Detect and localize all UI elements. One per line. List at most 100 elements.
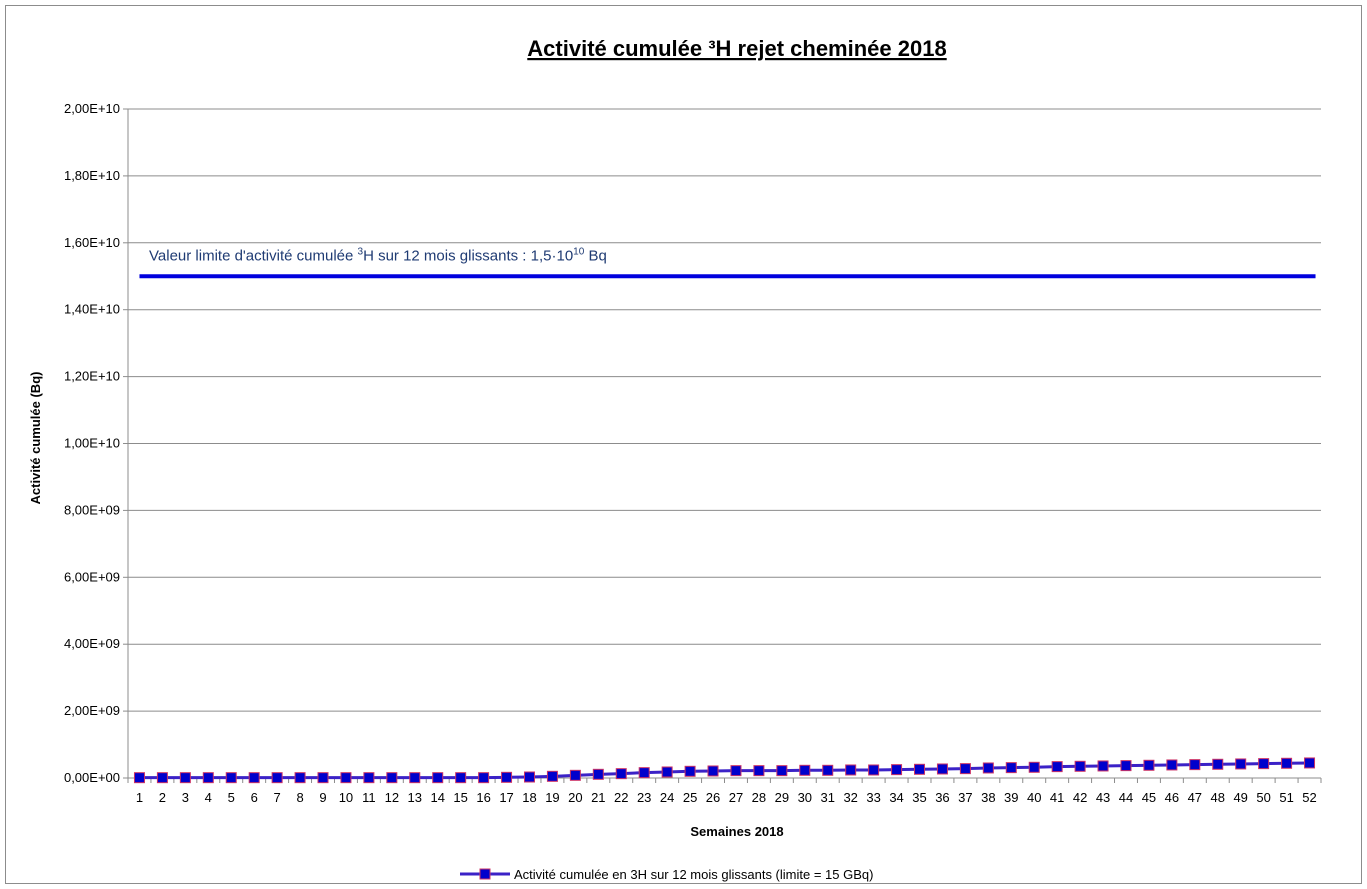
data-point [868,764,880,776]
series-line [139,761,1310,780]
y-tick-label: 1,80E+10 [64,168,120,183]
data-point [959,763,971,775]
data-point [638,767,650,779]
x-tick-label: 46 [1165,790,1179,805]
legend-label: Activité cumulée en 3H sur 12 mois gliss… [514,867,873,882]
x-tick-label: 11 [362,790,376,805]
data-point [386,772,398,784]
data-point [317,772,329,784]
x-tick-label: 32 [843,790,857,805]
data-point [546,770,558,782]
data-point [1189,759,1201,771]
data-point [501,771,513,783]
data-point [936,763,948,775]
data-point [478,772,490,784]
data-point [914,763,926,775]
x-tick-label: 21 [591,790,605,805]
x-tick-label: 39 [1004,790,1018,805]
x-tick-label: 27 [729,790,743,805]
grid [123,108,1322,783]
data-point [294,772,306,784]
x-tick-label: 20 [568,790,582,805]
data-point [156,772,168,784]
data-point [730,765,742,777]
x-tick-label: 28 [752,790,766,805]
data-point [202,772,214,784]
x-tick-label: 41 [1050,790,1064,805]
chart-frame [5,5,1362,884]
data-point [179,772,191,784]
x-tick-label: 29 [775,790,789,805]
x-axis-title: Semaines 2018 [690,824,783,839]
y-tick-label: 0,00E+00 [64,770,120,785]
x-tick-label: 47 [1188,790,1202,805]
y-tick-label: 1,40E+10 [64,302,120,317]
x-tick-label: 36 [935,790,949,805]
y-tick-label: 1,00E+10 [64,436,120,451]
data-point [1074,760,1086,772]
x-tick-label: 12 [385,790,399,805]
data-point [569,769,581,781]
x-tick-label: 48 [1211,790,1225,805]
data-point [1005,762,1017,774]
data-point [1051,761,1063,773]
x-tick-label: 6 [251,790,258,805]
y-tick-label: 1,20E+10 [64,369,120,384]
limit-line-group: Valeur limite d'activité cumulée 3H sur … [139,246,1316,279]
x-tick-label: 17 [499,790,513,805]
data-point [1143,759,1155,771]
x-tick-label: 15 [453,790,467,805]
x-tick-label: 50 [1256,790,1270,805]
x-tick-label: 18 [522,790,536,805]
data-point [363,772,375,784]
x-tick-label: 49 [1233,790,1247,805]
x-tick-label: 26 [706,790,720,805]
chart-title: Activité cumulée ³H rejet cheminée 2018 [527,36,946,61]
data-point [432,772,444,784]
y-tick-label: 8,00E+09 [64,502,120,517]
y-tick-label: 2,00E+09 [64,703,120,718]
x-tick-label: 5 [228,790,235,805]
x-tick-label: 52 [1302,790,1316,805]
data-point [592,768,604,780]
data-point [684,765,696,777]
x-tick-label: 24 [660,790,674,805]
x-tick-label: 25 [683,790,697,805]
x-tick-label: 22 [614,790,628,805]
x-tick-label: 40 [1027,790,1041,805]
data-point [1120,760,1132,772]
x-tick-label: 4 [205,790,212,805]
y-tick-label: 2,00E+10 [64,101,120,116]
y-tick-label: 1,60E+10 [64,235,120,250]
data-point [340,772,352,784]
data-point [1304,757,1316,769]
x-tick-label: 45 [1142,790,1156,805]
x-tick-label: 42 [1073,790,1087,805]
legend: Activité cumulée en 3H sur 12 mois gliss… [460,867,873,882]
data-point [455,772,467,784]
x-tick-label: 9 [319,790,326,805]
x-tick-label: 34 [889,790,903,805]
data-point [799,764,811,776]
data-point [1258,758,1270,770]
series-group [133,757,1316,784]
data-point [271,772,283,784]
data-point [615,768,627,780]
data-point [753,765,765,777]
x-tick-label: 51 [1279,790,1293,805]
data-point [845,764,857,776]
data-point [225,772,237,784]
data-point [982,762,994,774]
x-tick-label: 2 [159,790,166,805]
data-point [523,771,535,783]
x-tick-label: 7 [274,790,281,805]
limit-annotation: Valeur limite d'activité cumulée 3H sur … [149,246,607,264]
x-tick-label: 8 [296,790,303,805]
y-tick-label: 6,00E+09 [64,569,120,584]
y-axis-title: Activité cumulée (Bq) [28,372,43,505]
x-tick-label: 31 [821,790,835,805]
x-tick-label: 10 [339,790,353,805]
x-tick-label: 23 [637,790,651,805]
x-tick-label: 13 [408,790,422,805]
x-tick-label: 14 [430,790,444,805]
